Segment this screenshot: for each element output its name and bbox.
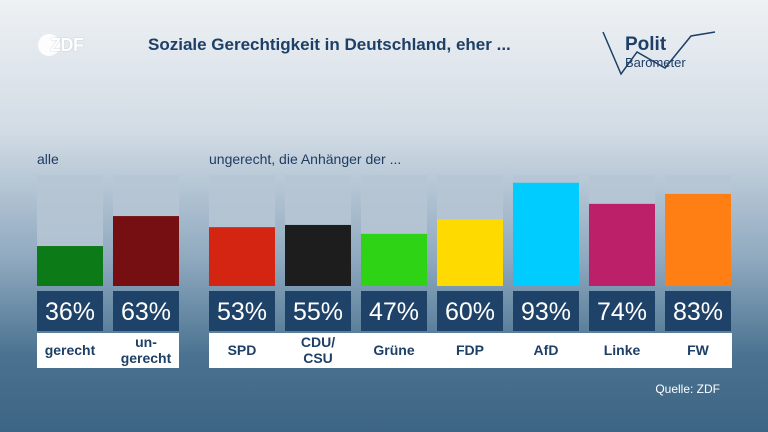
chart-title: Soziale Gerechtigkeit in Deutschland, eh…	[148, 35, 511, 54]
politbarometer-line1: Polit	[625, 34, 667, 55]
bar	[437, 219, 503, 286]
category-label-line: SPD	[228, 342, 257, 358]
value-box	[209, 291, 275, 331]
bar	[589, 203, 655, 286]
label-strip-supporters	[209, 333, 732, 368]
section-label-all: alle	[37, 151, 59, 167]
value-box	[437, 291, 503, 331]
category-label: FDP	[456, 342, 484, 358]
data-label: 74%	[597, 298, 647, 326]
category-label-line: FDP	[456, 342, 484, 358]
value-box	[285, 291, 351, 331]
politbarometer-logo: Polit Barometer	[595, 28, 725, 78]
category-label-line: gerecht	[121, 350, 172, 366]
bar	[285, 224, 351, 286]
value-box	[361, 291, 427, 331]
politbarometer-zigzag-icon	[602, 31, 716, 76]
category-label-line: AfD	[534, 342, 559, 358]
politbarometer-line2: Barometer	[625, 55, 686, 70]
value-box	[665, 291, 731, 331]
category-label: Linke	[604, 342, 641, 358]
section-label-supporters: ungerecht, die Anhänger der ...	[209, 151, 402, 167]
bar	[37, 246, 103, 286]
data-label: 36%	[45, 298, 95, 326]
category-label: SPD	[228, 342, 257, 358]
category-label-line: un-	[135, 334, 157, 350]
zdf-logo: ZDF	[38, 33, 94, 57]
zdf-logo-circle	[38, 34, 60, 56]
data-label: 47%	[369, 298, 419, 326]
source-note: Quelle: ZDF	[655, 382, 720, 396]
category-label: un-gerecht	[121, 334, 172, 366]
bar	[361, 233, 427, 286]
value-box	[113, 291, 179, 331]
category-label-line: Grüne	[373, 342, 414, 358]
category-label: CDU/CSU	[301, 334, 335, 366]
value-box	[37, 291, 103, 331]
category-label: AfD	[534, 342, 559, 358]
data-label: 53%	[217, 298, 267, 326]
category-label-line: CSU	[303, 350, 333, 366]
bar	[209, 227, 275, 286]
value-box	[589, 291, 655, 331]
data-label: 63%	[121, 298, 171, 326]
bar	[513, 182, 579, 286]
category-label: gerecht	[45, 342, 96, 358]
data-label: 60%	[445, 298, 495, 326]
label-strip-all	[37, 333, 179, 368]
value-box	[513, 291, 579, 331]
category-label-line: Linke	[604, 342, 641, 358]
data-label: 55%	[293, 298, 343, 326]
bar	[665, 193, 731, 286]
category-label-line: FW	[687, 342, 710, 358]
bar	[113, 216, 179, 286]
category-label: FW	[687, 342, 710, 358]
category-label-line: CDU/	[301, 334, 335, 350]
category-label: Grüne	[373, 342, 414, 358]
data-label: 83%	[673, 298, 723, 326]
zdf-logo-text: ZDF	[50, 35, 84, 55]
category-label-line: gerecht	[45, 342, 96, 358]
data-label: 93%	[521, 298, 571, 326]
